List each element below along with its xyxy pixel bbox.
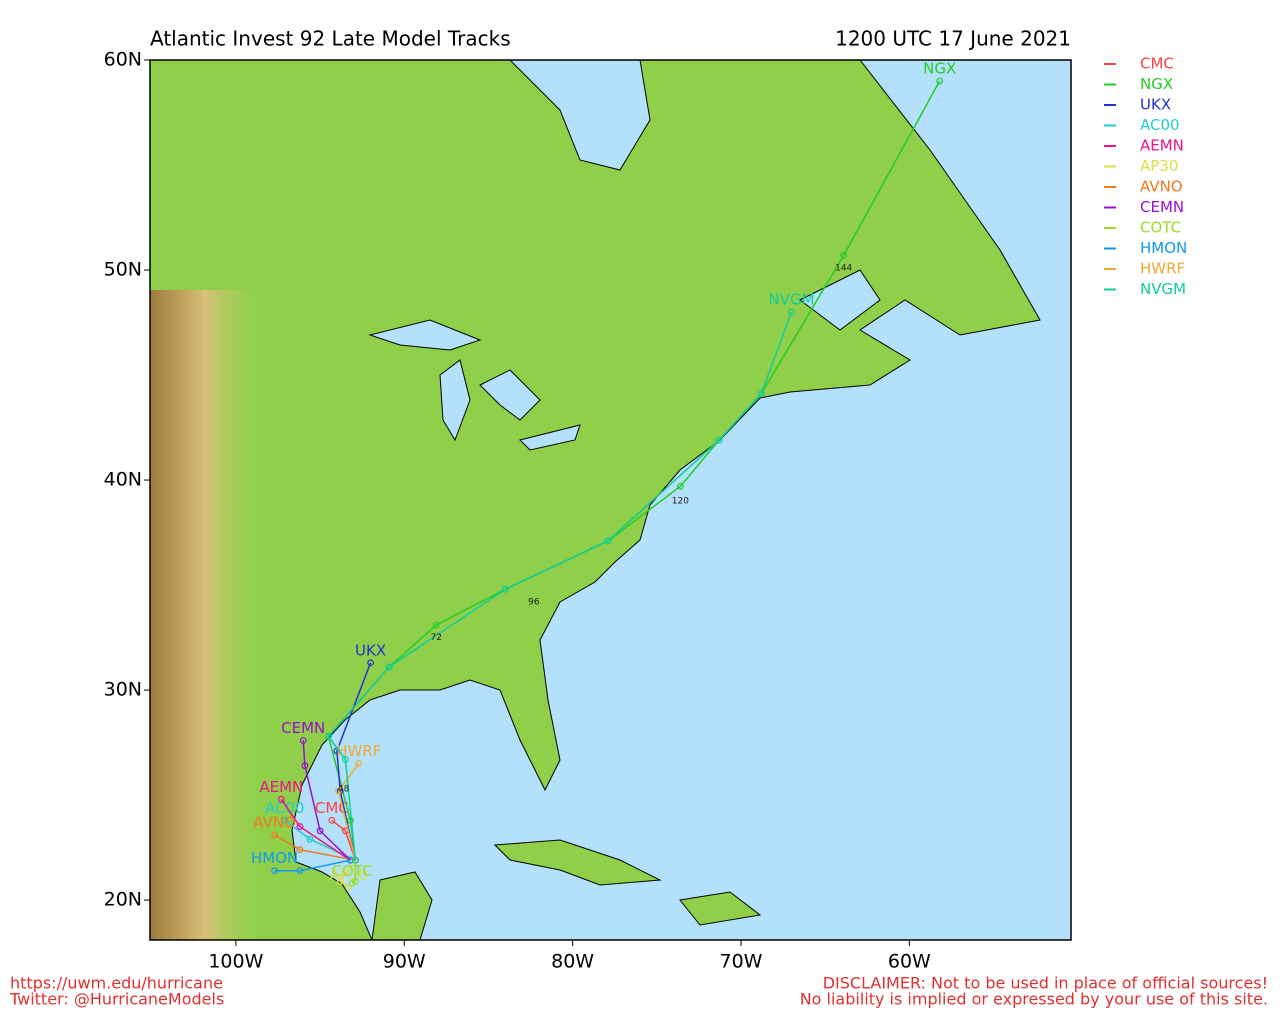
yucatan [371,871,433,940]
y-tick-label: 50N [104,259,142,281]
track [331,819,357,861]
track-point [385,663,393,671]
track-point [355,760,363,767]
track-label: NVGM [768,291,814,309]
hispaniola [679,891,762,926]
track-label: NGX [923,60,956,78]
hour-label: 120 [672,497,689,507]
track [337,763,360,861]
track-point [840,251,848,259]
track [280,798,351,861]
footer-right: No liability is implied or expressed by … [800,990,1268,1009]
track-label: COTC [332,862,373,880]
date: 1200 UTC 17 June 2021 [835,27,1071,51]
legend-label: AVNO [1140,178,1183,196]
hour-label: 72 [431,633,442,643]
legend-label: AC00 [1140,116,1180,134]
track-point [277,795,285,803]
track [327,311,793,861]
track [274,859,351,872]
legend-label: CMC [1140,55,1174,73]
legend-label: NVGM [1140,280,1186,298]
track-label: AVNO [253,813,296,831]
track [302,740,351,861]
track-point [336,877,344,885]
track-point [306,835,314,843]
track-point [296,846,304,854]
terrain [150,290,260,940]
track-point [757,390,765,398]
track-point [432,621,440,629]
track-point [715,436,723,444]
footer-left: https://uwm.edu/hurricane [10,974,223,993]
legend-label: HMON [1140,239,1187,257]
x-tick-label: 90W [383,951,426,973]
hudson-bay [509,60,651,171]
footer-left: Twitter: @HurricaneModels [9,990,224,1009]
track [274,834,356,861]
x-tick-label: 100W [208,951,263,973]
track-point [501,585,509,593]
track [339,859,357,889]
y-tick-label: 30N [104,679,142,701]
track-point [352,856,359,864]
track-label: UKX [355,641,386,659]
track-point [271,831,278,839]
map [150,60,1071,940]
map-frame [149,59,1072,941]
hour-label: 144 [835,263,852,273]
track-point [299,737,307,744]
legend-label: UKX [1140,96,1171,114]
cuba [493,839,662,886]
track-point [345,884,353,891]
x-tick-label: 60W [888,951,931,973]
track-point [367,659,374,667]
track-point [352,877,359,885]
hour-label: 96 [528,597,540,607]
y-tick-label: 40N [104,469,142,491]
track-point [271,867,278,875]
track-point [788,308,795,316]
legend-label: HWRF [1140,260,1185,278]
track-label: CMC [315,799,349,817]
track-point [604,537,612,545]
track-point [328,816,336,824]
hour-label: 48 [338,784,350,794]
legend-label: CEMN [1140,198,1184,216]
track-point [316,827,324,835]
track-point [296,867,304,875]
track-point [346,816,354,824]
track-point [281,816,289,824]
track-label: CEMN [281,719,325,737]
track-label: AEMN [259,778,303,796]
track-label: AC00 [265,799,305,817]
legend-label: COTC [1140,219,1181,237]
y-tick-label: 20N [104,889,142,911]
track-point [335,787,342,795]
x-tick-label: 80W [551,951,594,973]
track-label: HWRF [336,742,381,760]
legend-label: AP30 [1140,157,1178,175]
track-point [301,762,309,770]
legend-label: AEMN [1140,137,1184,155]
track-point [676,482,684,490]
track-label: HMON [251,849,298,867]
track-point [936,77,944,85]
title: Atlantic Invest 92 Late Model Tracks [150,27,511,51]
great-lakes [368,319,581,451]
track-point [325,732,332,740]
x-tick-label: 70W [720,951,763,973]
legend-label: NGX [1140,75,1173,93]
gulf-st-lawrence [799,269,881,331]
footer-right: DISCLAIMER: Not to be used in place of o… [823,974,1268,993]
track-point [296,823,304,830]
track-point [348,879,356,887]
track-point [341,755,349,763]
y-tick-label: 60N [104,49,142,71]
